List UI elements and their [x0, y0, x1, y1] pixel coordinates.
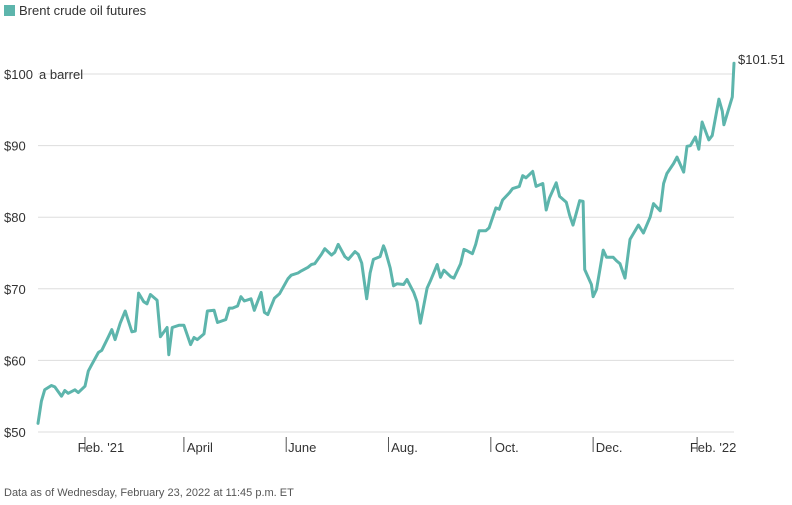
- y-tick-label: $100: [4, 67, 33, 82]
- x-tick-label: Feb. '21: [78, 440, 125, 455]
- x-tick-label: Oct.: [495, 440, 519, 455]
- x-tick-label: April: [187, 440, 213, 455]
- legend-label: Brent crude oil futures: [19, 3, 147, 18]
- footnote: Data as of Wednesday, February 23, 2022 …: [4, 487, 294, 499]
- x-tick-label: Dec.: [596, 440, 623, 455]
- line-chart: $50 $60 $70 $80 $90 $100 Feb. '21 April June Aug…: [4, 52, 785, 455]
- y-tick-label: $90: [4, 139, 26, 154]
- x-tick-label: June: [288, 440, 316, 455]
- series-line-brent: [36, 61, 736, 425]
- gridlines: [38, 73, 734, 433]
- y-axis-ticks: $50 $60 $70 $80 $90 $100: [4, 67, 33, 440]
- y-tick-label: $50: [4, 425, 26, 440]
- end-value-label: $101.51: [738, 52, 785, 67]
- x-tick-label: Feb. '22: [690, 440, 737, 455]
- legend-swatch: [4, 5, 15, 16]
- y-tick-label: $60: [4, 353, 26, 368]
- x-axis-ticks: Feb. '21 April June Aug. Oct. Dec. Feb. '22: [78, 437, 737, 455]
- x-tick-label: Aug.: [391, 440, 418, 455]
- y-unit-label: a barrel: [39, 67, 83, 82]
- chart-legend: Brent crude oil futures: [4, 3, 146, 18]
- y-tick-label: $70: [4, 282, 26, 297]
- y-tick-label: $80: [4, 210, 26, 225]
